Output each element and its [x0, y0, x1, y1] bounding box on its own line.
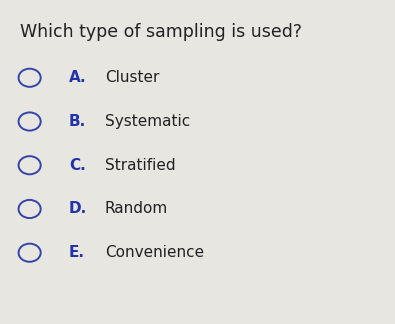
Text: C.: C.	[69, 158, 86, 173]
Text: Convenience: Convenience	[105, 245, 204, 260]
Text: A.: A.	[69, 70, 87, 85]
Text: E.: E.	[69, 245, 85, 260]
Text: Stratified: Stratified	[105, 158, 175, 173]
Text: Cluster: Cluster	[105, 70, 159, 85]
Text: Systematic: Systematic	[105, 114, 190, 129]
Text: Random: Random	[105, 202, 168, 216]
Text: Which type of sampling is used?: Which type of sampling is used?	[20, 23, 302, 41]
Text: D.: D.	[69, 202, 87, 216]
Text: B.: B.	[69, 114, 87, 129]
